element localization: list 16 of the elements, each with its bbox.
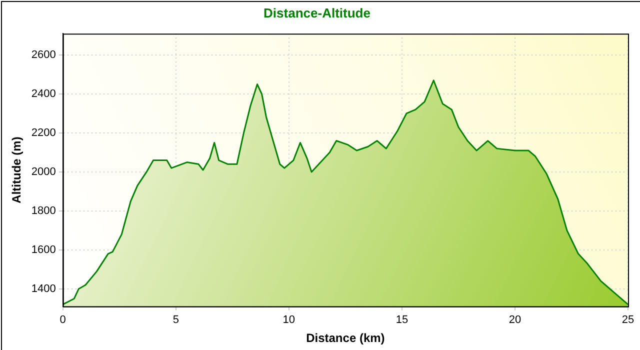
x-tick-label: 20 (508, 314, 522, 326)
y-tick-label: 1400 (31, 282, 56, 295)
y-tick-label: 1600 (31, 244, 56, 256)
x-tick-label: 10 (282, 314, 296, 326)
y-tick-label: 1800 (31, 204, 56, 217)
y-tick-label: 2400 (31, 88, 56, 100)
x-axis-title: Distance (km) (306, 331, 385, 346)
x-tick-label: 0 (60, 314, 66, 326)
y-tick-label: 2000 (31, 166, 56, 178)
chart-title: Distance-Altitude (264, 5, 370, 20)
y-axis-title: Altitude (m) (10, 136, 24, 204)
y-tick-label: 2600 (31, 49, 56, 62)
x-tick-label: 15 (396, 314, 408, 326)
x-tick-label: 25 (622, 314, 634, 326)
y-tick-label: 2200 (31, 127, 56, 140)
x-tick-label: 5 (172, 314, 179, 326)
